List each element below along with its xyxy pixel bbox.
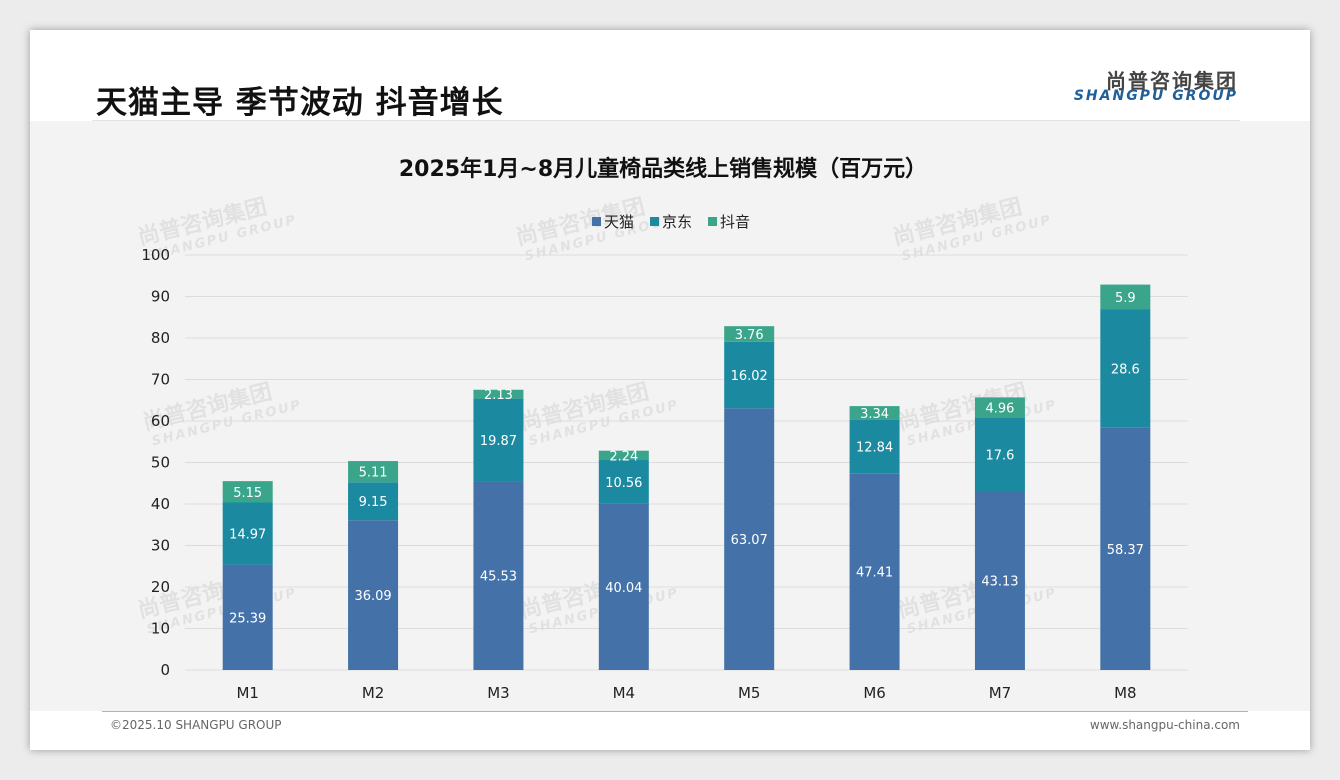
legend-swatch	[708, 217, 717, 226]
bar-segment-tmall	[222, 564, 273, 670]
data-label: 3.34	[860, 407, 889, 422]
logo-chinese: 尚普咨询集团	[1106, 69, 1238, 93]
y-tick-label: 20	[151, 578, 170, 596]
y-tick-label: 10	[151, 620, 170, 638]
bar-segment-jd	[222, 502, 273, 565]
data-label: 5.15	[233, 486, 262, 501]
legend: 天猫 京东 抖音	[592, 213, 750, 231]
bars	[222, 284, 1151, 670]
data-label: 40.04	[605, 581, 642, 596]
data-label: 45.53	[480, 570, 517, 585]
footer-website: www.shangpu-china.com	[1089, 718, 1240, 732]
x-tick-label: M3	[487, 684, 510, 702]
legend-label: 天猫	[604, 213, 634, 231]
y-tick-label: 100	[141, 246, 170, 264]
data-label: 47.41	[856, 566, 893, 581]
y-tick-label: 30	[151, 537, 170, 555]
data-label: 4.96	[985, 402, 1014, 417]
bar-segment-douyin	[724, 326, 775, 342]
gridlines	[185, 254, 1188, 671]
data-label: 14.97	[229, 528, 266, 543]
slide: 天猫主导 季节波动 抖音增长 尚普咨询集团 SHANGPU GROUP ©202…	[30, 30, 1310, 750]
data-label: 63.07	[731, 533, 768, 548]
bar-segment-jd	[598, 460, 649, 504]
bar-segment-jd	[1100, 309, 1151, 428]
data-label: 17.6	[985, 448, 1014, 463]
x-tick-label: M1	[236, 684, 259, 702]
data-label: 2.24	[609, 449, 638, 464]
data-labels: 25.39 14.97 5.15 36.09 9.15 5.11 45.53 19.87 2.1…	[229, 291, 1144, 626]
data-label: 3.76	[735, 328, 764, 343]
data-label: 10.56	[605, 476, 642, 491]
data-label: 5.11	[359, 466, 388, 481]
data-label: 58.37	[1107, 543, 1144, 558]
x-tick-label: M7	[989, 684, 1012, 702]
data-label: 25.39	[229, 611, 266, 626]
bar-segment-douyin	[473, 389, 524, 399]
legend-label: 抖音	[720, 213, 750, 231]
x-axis: M1 M2 M3 M4 M5 M6 M7 M8	[236, 684, 1136, 702]
footer-copyright: ©2025.10 SHANGPU GROUP	[110, 718, 282, 732]
y-tick-label: 50	[151, 454, 170, 472]
legend-swatch	[650, 217, 659, 226]
x-tick-label: M8	[1114, 684, 1137, 702]
data-label: 43.13	[981, 575, 1018, 590]
bar-segment-jd	[974, 417, 1025, 492]
bar-segment-tmall	[974, 491, 1025, 670]
bar-segment-tmall	[598, 503, 649, 670]
data-label: 5.9	[1115, 291, 1136, 306]
legend-label: 京东	[662, 213, 692, 231]
bar-segment-douyin	[222, 481, 273, 503]
data-label: 12.84	[856, 441, 893, 456]
x-tick-label: M2	[362, 684, 385, 702]
y-axis: 0 10 20 30 40 50 60 70 80 90 100	[141, 246, 170, 679]
data-label: 9.15	[359, 495, 388, 510]
data-label: 28.6	[1111, 362, 1140, 377]
bar-segment-douyin	[598, 450, 649, 461]
chart-title: 2025年1月~8月儿童椅品类线上销售规模（百万元）	[399, 156, 927, 182]
bar-segment-tmall	[849, 473, 900, 670]
y-tick-label: 60	[151, 412, 170, 430]
logo-english: SHANGPU GROUP	[1073, 88, 1238, 104]
bar-segment-jd	[473, 398, 524, 482]
bar-segment-douyin	[1100, 284, 1151, 310]
x-tick-label: M5	[738, 684, 761, 702]
bar-segment-douyin	[974, 397, 1025, 418]
footer-divider	[102, 711, 1248, 712]
bar-segment-jd	[849, 419, 900, 474]
data-label: 19.87	[480, 434, 517, 449]
y-tick-label: 70	[151, 371, 170, 389]
x-tick-label: M6	[863, 684, 886, 702]
bar-segment-tmall	[1100, 427, 1151, 670]
bar-segment-tmall	[473, 481, 524, 670]
legend-swatch	[592, 217, 601, 226]
y-tick-label: 80	[151, 329, 170, 347]
y-tick-label: 90	[151, 288, 170, 306]
y-tick-label: 0	[160, 661, 170, 679]
bar-segment-tmall	[724, 408, 775, 670]
data-label: 2.13	[484, 388, 513, 403]
y-tick-label: 40	[151, 495, 170, 513]
data-label: 16.02	[731, 369, 768, 384]
bar-segment-tmall	[348, 520, 399, 670]
x-tick-label: M4	[613, 684, 636, 702]
bar-segment-jd	[348, 482, 399, 521]
headline: 天猫主导 季节波动 抖音增长	[96, 85, 504, 121]
bar-segment-douyin	[348, 461, 399, 483]
bar-segment-jd	[724, 341, 775, 409]
bar-segment-douyin	[849, 406, 900, 420]
data-label: 36.09	[354, 589, 391, 604]
header-divider	[92, 120, 1240, 121]
